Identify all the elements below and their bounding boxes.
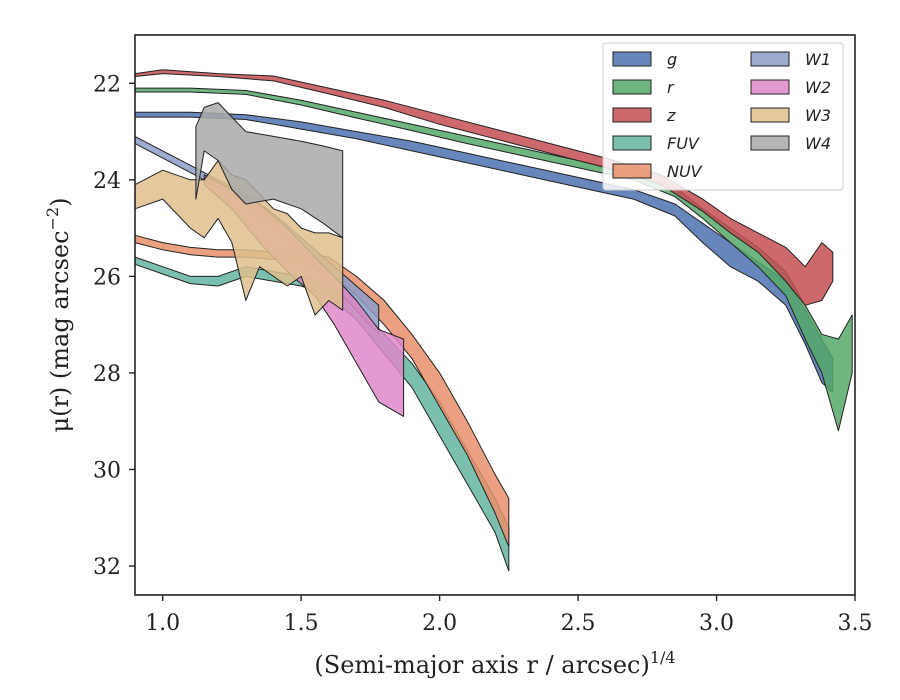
band-layer [134,69,853,572]
y-axis-label: μ(r) (mag arcsec−2) [43,198,74,433]
y-tick-label: 30 [93,458,121,483]
legend-label-fuv: FUV [667,134,700,153]
x-axis-label-main: (Semi-major axis r / arcsec) [314,651,649,679]
legend-swatch-r [612,79,652,95]
legend-swatch-nuv [612,163,652,179]
legend-swatch-w1 [750,51,790,67]
x-tick-label: 1.5 [284,611,319,636]
y-axis-label-main: μ(r) (mag arcsec [46,230,74,432]
y-axis-ticks: 22 24 26 28 30 32 [93,72,135,580]
band-w4 [195,102,344,239]
legend-label-w2: W2 [805,78,831,97]
x-axis-ticks: 1.0 1.5 2.0 2.5 3.0 3.5 [145,595,873,636]
band-z [134,69,834,306]
legend-label-w1: W1 [805,50,831,69]
legend-swatch-w3 [750,107,790,123]
legend-label-r: r [667,78,675,97]
y-tick-label: 24 [93,169,121,194]
legend-label-g: g [667,50,677,69]
legend-swatch-g [612,51,652,67]
legend-label-w3: W3 [805,106,831,125]
x-tick-label: 1.0 [145,611,180,636]
x-axis-label: (Semi-major axis r / arcsec)1/4 [314,648,675,679]
y-axis-label-sup: −2 [43,207,62,231]
x-tick-label: 2.0 [422,611,457,636]
x-axis-label-sup: 1/4 [650,648,676,667]
legend-swatch-z [612,107,652,123]
y-tick-label: 32 [93,555,121,580]
x-tick-label: 3.0 [699,611,734,636]
x-tick-label: 2.5 [561,611,596,636]
y-tick-label: 28 [93,362,121,387]
legend-label-z: z [666,106,676,125]
band-r [134,87,853,432]
y-tick-label: 26 [93,265,121,290]
legend: grz FUV NUV W1 W2 W3 W4 [602,42,844,191]
y-tick-label: 22 [93,72,121,97]
x-tick-label: 3.5 [838,611,873,636]
plot-frame [134,34,856,596]
legend-label-nuv: NUV [667,162,703,181]
legend-swatch-w4 [750,135,790,151]
legend-swatch-fuv [612,135,652,151]
legend-label-w4: W4 [805,134,831,153]
y-axis-label-close: ) [46,198,74,207]
legend-swatch-w2 [750,79,790,95]
